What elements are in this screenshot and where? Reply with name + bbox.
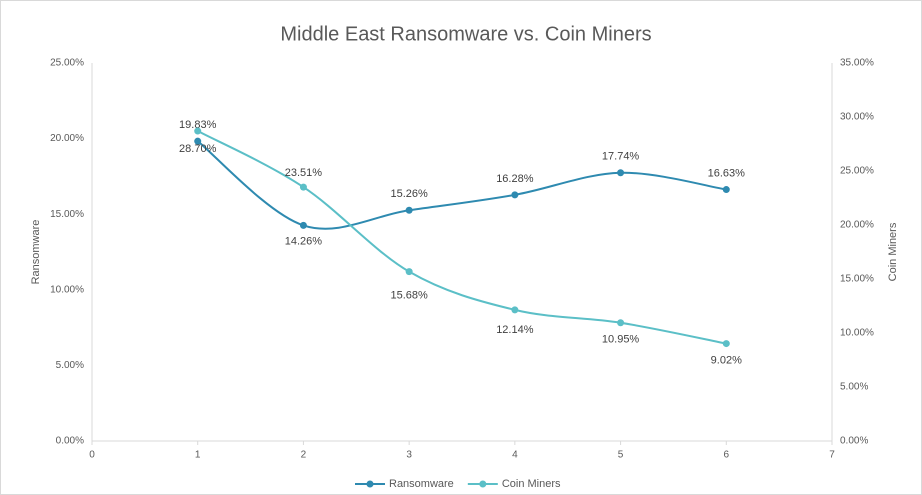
y-tick-label: 0.00% <box>56 436 84 447</box>
y-tick-label: 15.00% <box>50 209 84 220</box>
data-label: 12.14% <box>496 324 534 336</box>
x-tick-label: 2 <box>301 450 307 461</box>
y2-tick-label: 15.00% <box>840 274 874 285</box>
data-point <box>722 340 730 348</box>
legend-marker <box>366 480 374 488</box>
data-point <box>617 169 625 177</box>
series-line <box>197 140 727 230</box>
x-tick-label: 3 <box>406 450 412 461</box>
legend-marker <box>479 480 487 488</box>
data-point <box>299 221 307 229</box>
y-tick-label: 20.00% <box>50 133 84 144</box>
chart-title: Middle East Ransomware vs. Coin Miners <box>280 23 651 45</box>
data-point <box>511 306 519 314</box>
y2-tick-label: 5.00% <box>840 382 868 393</box>
data-label: 14.26% <box>285 235 323 247</box>
legend-label: Coin Miners <box>502 478 561 490</box>
data-label: 23.51% <box>285 167 323 179</box>
y2-tick-label: 35.00% <box>840 58 874 69</box>
data-label: 9.02% <box>711 354 742 366</box>
x-tick-label: 1 <box>195 450 201 461</box>
data-label: 19.83% <box>179 119 217 131</box>
x-tick-label: 4 <box>512 450 518 461</box>
y2-tick-label: 10.00% <box>840 328 874 339</box>
data-point <box>617 319 625 327</box>
data-label: 16.63% <box>708 167 746 179</box>
y-axis-label: Ransomware <box>30 220 42 285</box>
y2-tick-label: 30.00% <box>840 112 874 123</box>
legend-label: Ransomware <box>389 478 454 490</box>
data-point <box>405 206 413 214</box>
data-label: 15.26% <box>390 188 428 200</box>
x-tick-label: 0 <box>89 450 95 461</box>
data-point <box>722 186 730 194</box>
data-label: 16.28% <box>496 173 534 185</box>
x-tick-label: 7 <box>829 450 835 461</box>
series-line <box>197 130 727 345</box>
y2-tick-label: 0.00% <box>840 436 868 447</box>
data-label: 15.68% <box>390 290 428 302</box>
data-point <box>299 183 307 191</box>
y2-axis-label: Coin Miners <box>887 222 899 281</box>
y-tick-label: 25.00% <box>50 58 84 69</box>
x-tick-label: 5 <box>618 450 624 461</box>
data-label: 10.95% <box>602 334 640 346</box>
y-tick-label: 10.00% <box>50 284 84 295</box>
data-label: 28.70% <box>179 143 217 155</box>
y-tick-label: 5.00% <box>56 360 84 371</box>
x-tick-label: 6 <box>724 450 730 461</box>
data-label: 17.74% <box>602 151 640 163</box>
y2-tick-label: 25.00% <box>840 166 874 177</box>
data-point <box>405 268 413 276</box>
data-point <box>194 137 202 145</box>
y2-tick-label: 20.00% <box>840 220 874 231</box>
data-point <box>194 127 202 135</box>
data-point <box>511 191 519 199</box>
